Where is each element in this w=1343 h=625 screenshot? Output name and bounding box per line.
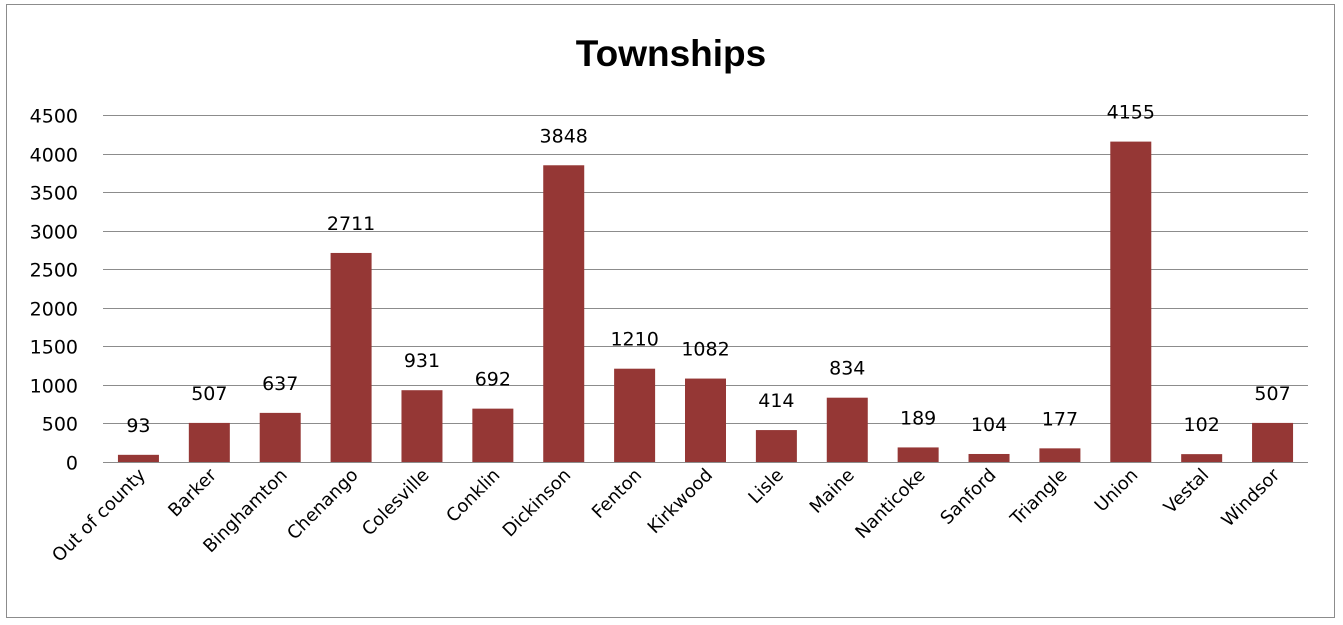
bars [117, 141, 1294, 463]
x-tick-label: Lisle [744, 465, 787, 508]
bar [897, 447, 939, 462]
y-tick-label: 2000 [30, 299, 78, 321]
bar [401, 390, 443, 462]
bar [685, 378, 726, 462]
data-label: 507 [191, 383, 227, 405]
x-tick-label: Maine [806, 465, 859, 518]
x-tick-label: Windsor [1218, 464, 1285, 531]
bar [117, 454, 159, 462]
y-tick-label: 3000 [30, 222, 78, 244]
x-tick-label: Barker [164, 464, 221, 521]
data-label: 1210 [610, 329, 658, 351]
data-labels: 93 507 637 2711 931 692 3848 1210 1082 414 834 189 1… [126, 102, 1290, 437]
x-tick-label: Dickinson [499, 465, 576, 542]
chart-title: Townships [576, 33, 766, 74]
x-tick-label: Kirkwood [644, 465, 717, 538]
x-axis: Out of county BarkerBinghamtonChenangoCol… [48, 464, 1284, 566]
data-label: 4155 [1107, 102, 1155, 124]
data-label: 834 [829, 358, 865, 380]
y-tick-label: 4000 [30, 145, 78, 167]
data-label: 692 [475, 369, 511, 391]
bar [259, 412, 301, 462]
y-tick-label: 500 [42, 414, 78, 436]
bar [543, 165, 585, 463]
bar [1039, 448, 1081, 462]
data-label: 2711 [327, 213, 375, 235]
bar [1181, 454, 1223, 462]
y-tick-label: 4500 [30, 106, 78, 128]
x-tick-label: Out of county [48, 464, 150, 566]
y-tick-label: 3500 [30, 183, 78, 205]
x-tick-label: Union [1091, 465, 1143, 517]
y-axis: 0 500 1000 1500 2000 2500 3000 3500 4000 4500 [30, 106, 78, 475]
x-tick-label: Chenango [283, 465, 362, 544]
bar [1110, 141, 1152, 462]
x-tick-label: Nanticoke [851, 465, 929, 543]
bar [472, 408, 514, 462]
x-tick-label: Sanford [936, 465, 1000, 529]
bar [755, 430, 797, 462]
bar [968, 453, 1010, 462]
data-label: 1082 [681, 339, 729, 361]
x-tick-label: Conklin [442, 465, 504, 527]
y-tick-label: 2500 [30, 260, 78, 282]
data-label: 177 [1042, 408, 1078, 430]
bar [614, 368, 656, 462]
grid-lines [103, 115, 1308, 463]
x-tick-label: Fenton [588, 465, 646, 523]
x-tick-label: Vestal [1160, 465, 1213, 518]
data-label: 104 [971, 414, 1007, 436]
bar [330, 252, 372, 462]
data-label: 3848 [540, 125, 588, 147]
data-label: 414 [758, 390, 794, 412]
bar [188, 422, 230, 462]
y-tick-label: 0 [66, 453, 78, 475]
data-label: 93 [126, 415, 150, 437]
x-tick-label: Triangle [1006, 465, 1072, 531]
bar [826, 397, 868, 462]
data-label: 507 [1254, 383, 1290, 405]
y-tick-label: 1500 [30, 337, 78, 359]
y-tick-label: 1000 [30, 376, 78, 398]
x-tick-label: Colesville [358, 465, 433, 540]
data-label: 189 [900, 407, 936, 429]
data-label: 637 [262, 373, 298, 395]
data-label: 102 [1184, 414, 1220, 436]
data-label: 931 [404, 350, 440, 372]
bar [1252, 422, 1294, 462]
